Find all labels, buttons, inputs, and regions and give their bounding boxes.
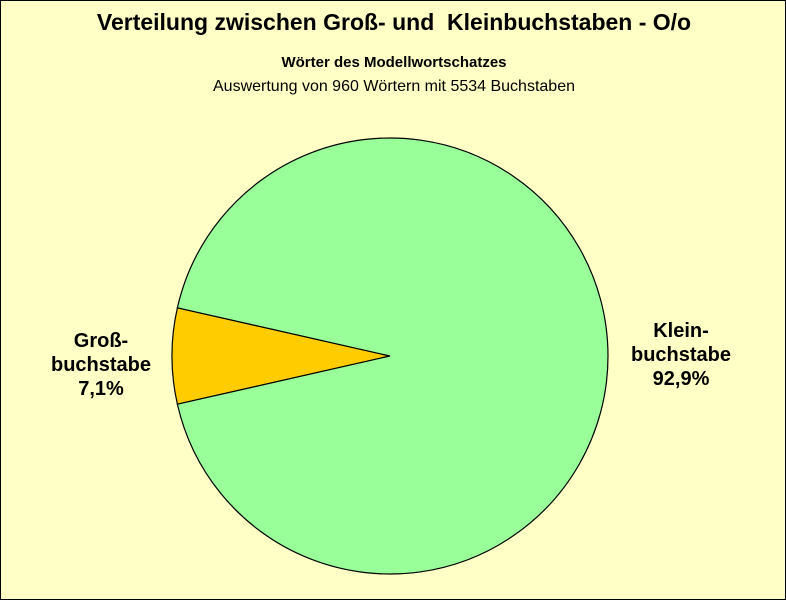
pie-slice-klein	[176, 137, 609, 575]
chart-subtitle: Wörter des Modellwortschatzes	[281, 54, 507, 71]
slice-label-gross-line2: buchstabe	[50, 354, 152, 376]
slice-label-gross: Groß- buchstabe 7,1%	[26, 329, 176, 401]
chart-title: Verteilung zwischen Groß- und Kleinbuchs…	[96, 9, 692, 35]
chart-subtitle-details: Auswertung von 960 Wörtern mit 5534 Buch…	[213, 78, 575, 95]
slice-label-klein-line1: Klein-	[653, 320, 709, 342]
slice-label-klein-line2: buchstabe	[630, 344, 732, 366]
slice-label-gross-line1: Groß-	[73, 330, 129, 352]
slice-label-klein-percent: 92,9%	[652, 368, 710, 390]
slice-label-klein: Klein- buchstabe 92,9%	[606, 319, 756, 391]
slice-label-gross-percent: 7,1%	[78, 378, 124, 400]
